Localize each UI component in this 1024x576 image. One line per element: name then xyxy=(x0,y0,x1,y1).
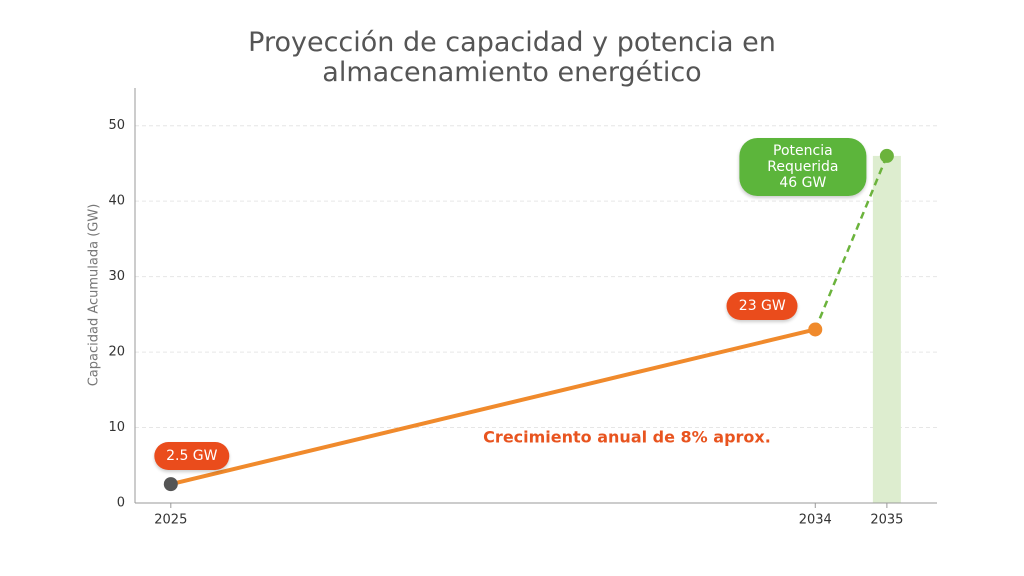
y-tick-label: 40 xyxy=(108,194,125,209)
points xyxy=(163,148,894,492)
y-tick-label: 30 xyxy=(108,269,125,284)
y-axis-label: Capacidad Acumulada (GW) xyxy=(87,204,102,387)
value-label: Potencia Requerida 46 GW xyxy=(739,137,867,196)
lines xyxy=(170,155,889,487)
point xyxy=(808,322,823,337)
title-line: Proyección de capacidad y potencia en xyxy=(248,27,776,58)
point xyxy=(163,477,178,492)
x-tick-label: 2034 xyxy=(799,513,832,528)
y-tick-label: 10 xyxy=(108,420,125,435)
y-tick-label: 20 xyxy=(108,345,125,360)
line xyxy=(814,155,889,330)
annotation: Crecimiento anual de 8% aprox. xyxy=(483,427,771,447)
point xyxy=(879,148,894,163)
value-label: 2.5 GW xyxy=(154,442,230,471)
line xyxy=(170,327,816,487)
bars xyxy=(872,155,901,503)
x-tick-label: 2035 xyxy=(870,513,903,528)
y-tick-label: 50 xyxy=(108,118,125,133)
value-label: 23 GW xyxy=(726,292,798,321)
chart-title: Proyección de capacidad y potencia en al… xyxy=(0,28,1024,88)
title-line: almacenamiento energético xyxy=(322,57,702,88)
y-tick-label: 0 xyxy=(117,496,125,511)
x-tick-label: 2025 xyxy=(154,513,187,528)
bar xyxy=(872,155,901,503)
